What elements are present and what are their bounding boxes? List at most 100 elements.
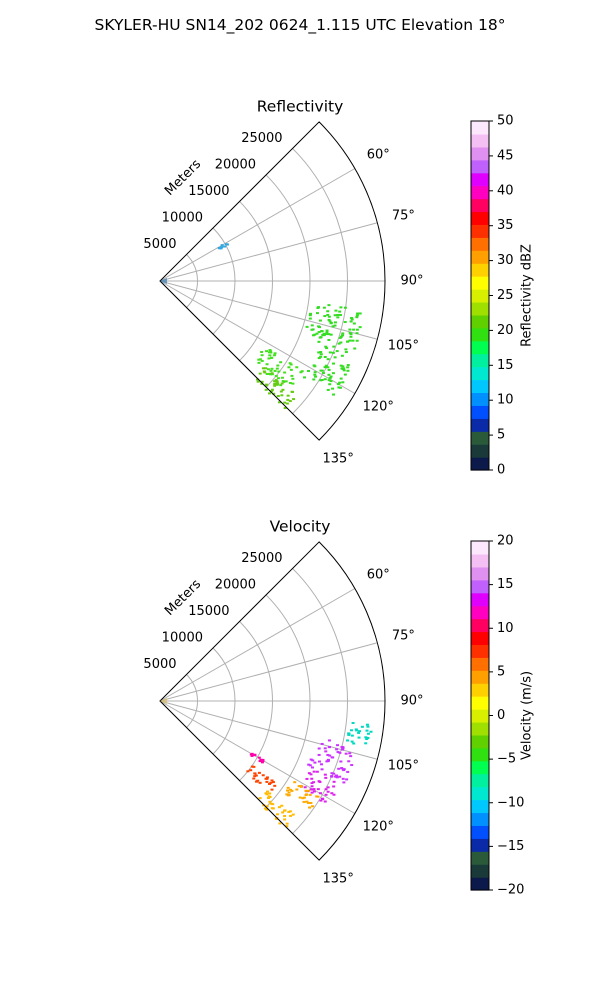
echo-gate [343,306,347,309]
echo-gate [347,732,351,735]
echo-gate [309,758,313,761]
echo-gate [291,813,295,816]
echo-gate [308,764,312,767]
echo-gate [327,739,331,742]
echo-gate [276,364,280,367]
echo-gate [365,729,369,732]
colorbar-tick-label: 45 [497,148,514,163]
echo-gate [310,324,314,327]
echo-gate [289,788,293,791]
echo-gate [317,760,321,763]
echo-gate [326,786,330,789]
echo-gate [338,751,342,754]
echo-gate [281,388,285,391]
echo-gate [304,794,308,797]
echo-gate [329,375,333,378]
colorbar-tick-label: 10 [497,621,514,636]
colorbar-swatch [471,812,489,826]
echo-gate [312,334,316,337]
colorbar-swatch [471,146,489,161]
echo-gate [268,795,272,798]
echo-gate [253,775,257,778]
echo-gate [349,729,353,732]
echo-gate [340,745,344,748]
echo-gate [326,790,330,793]
angle-tick-label: 105° [388,759,419,774]
echo-gate [338,313,342,316]
echo-gate [306,801,310,804]
echo-gate [318,319,322,322]
echo-gate [284,380,288,383]
sector-frame [159,121,386,441]
echo-gate [354,728,358,731]
echo-gate [314,375,318,378]
colorbar-swatch [471,276,489,290]
echo-gate [333,321,337,324]
echo-gate [259,758,263,761]
echo-gate [312,378,316,381]
echo-gate [327,318,331,321]
echo-gate [310,777,314,780]
echo-gate [331,351,335,354]
echo-gate [257,361,261,364]
colorbar-swatch [471,760,489,775]
echo-gate [286,394,290,397]
colorbar-swatch [471,734,489,749]
colorbar-swatch [471,353,489,368]
echo-gate [342,781,346,784]
echo-gate [308,314,312,317]
echo-gate [317,357,321,360]
echo-gate [333,324,337,327]
colorbar-swatch [471,825,489,839]
echo-gate [266,797,270,800]
echo-gate [358,312,362,315]
echo-gate [343,373,347,376]
echo-gate [273,380,277,383]
echo-gate [271,781,275,784]
colorbar-swatch [471,172,489,187]
echo-gate [274,379,278,382]
echo-gate [342,769,346,772]
radar-origin-marker [160,698,167,704]
echo-gate [287,791,291,794]
echo-gate [305,777,309,780]
panel-title: Velocity [270,518,331,536]
colorbar-tick-label: −5 [497,752,516,767]
echo-gate [305,800,309,803]
echo-gate [271,803,275,806]
echo-gate [332,393,336,396]
colorbar-swatch [471,289,489,303]
angle-tick-label: 135° [323,452,354,467]
echo-gate [333,356,337,359]
echo-gate [327,304,331,307]
echo-gate [334,774,338,777]
echo-gate [365,723,369,726]
echo-gate [322,334,326,337]
echo-gate [291,382,295,385]
echo-gate [274,374,278,377]
angle-gridline [159,700,356,814]
echo-gate [223,245,227,248]
echo-gate [265,350,269,353]
echo-gate [258,358,262,361]
echo-gate [323,366,327,369]
echo-gate [315,795,319,798]
echo-gate [325,331,329,334]
echo-gate [293,781,297,784]
echo-gate [311,759,315,762]
echo-gate [318,792,322,795]
echo-gate [339,364,343,367]
echo-gate [322,306,326,309]
echo-gate [321,372,325,375]
colorbar-swatch [471,457,489,471]
echo-gate [269,350,273,353]
angle-tick-label: 120° [363,400,394,415]
echo-gate [302,800,306,803]
echo-gate [298,796,302,799]
echo-gate [268,392,272,395]
radial-tick-label: 5000 [143,237,176,252]
echo-gate [277,370,281,373]
echo-gate [276,377,280,380]
echo-gate [326,760,330,763]
echo-gate [278,822,282,825]
